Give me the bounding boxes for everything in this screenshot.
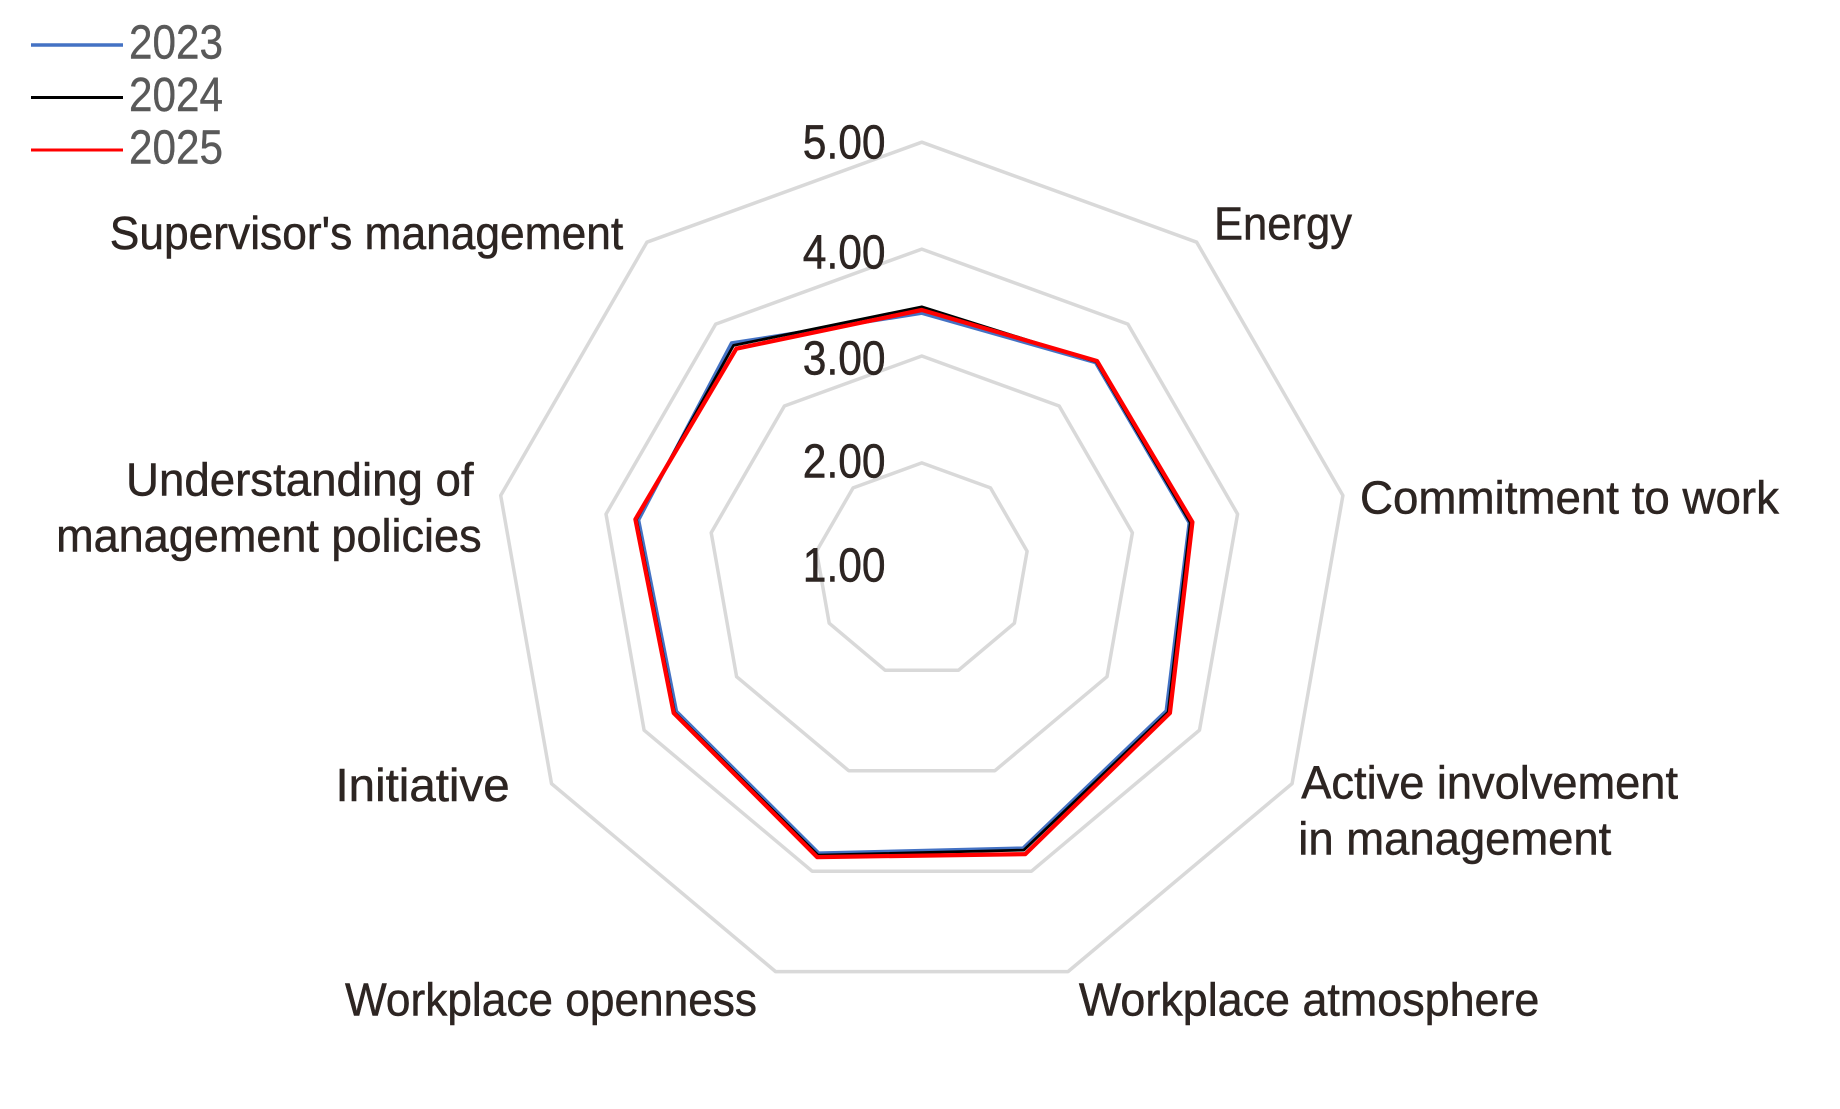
svg-text:Initiative: Initiative bbox=[336, 759, 510, 811]
svg-text:2023: 2023 bbox=[129, 16, 223, 69]
svg-text:2024: 2024 bbox=[129, 69, 223, 122]
svg-text:Active involvement: Active involvement bbox=[1301, 757, 1678, 809]
svg-text:Energy: Energy bbox=[1214, 198, 1352, 250]
svg-text:2.00: 2.00 bbox=[803, 436, 886, 489]
svg-text:2025: 2025 bbox=[129, 121, 223, 174]
svg-text:1.00: 1.00 bbox=[803, 540, 886, 593]
svg-text:management policies: management policies bbox=[56, 510, 482, 562]
svg-text:Workplace openness: Workplace openness bbox=[345, 974, 757, 1026]
svg-text:Workplace atmosphere: Workplace atmosphere bbox=[1079, 974, 1540, 1026]
svg-text:in management: in management bbox=[1298, 813, 1611, 865]
svg-text:4.00: 4.00 bbox=[803, 227, 886, 280]
svg-text:Commitment to work: Commitment to work bbox=[1360, 472, 1780, 524]
svg-text:Understanding of: Understanding of bbox=[126, 454, 474, 506]
svg-text:Supervisor's management: Supervisor's management bbox=[110, 207, 624, 259]
svg-text:3.00: 3.00 bbox=[803, 333, 886, 386]
svg-text:5.00: 5.00 bbox=[803, 117, 886, 170]
